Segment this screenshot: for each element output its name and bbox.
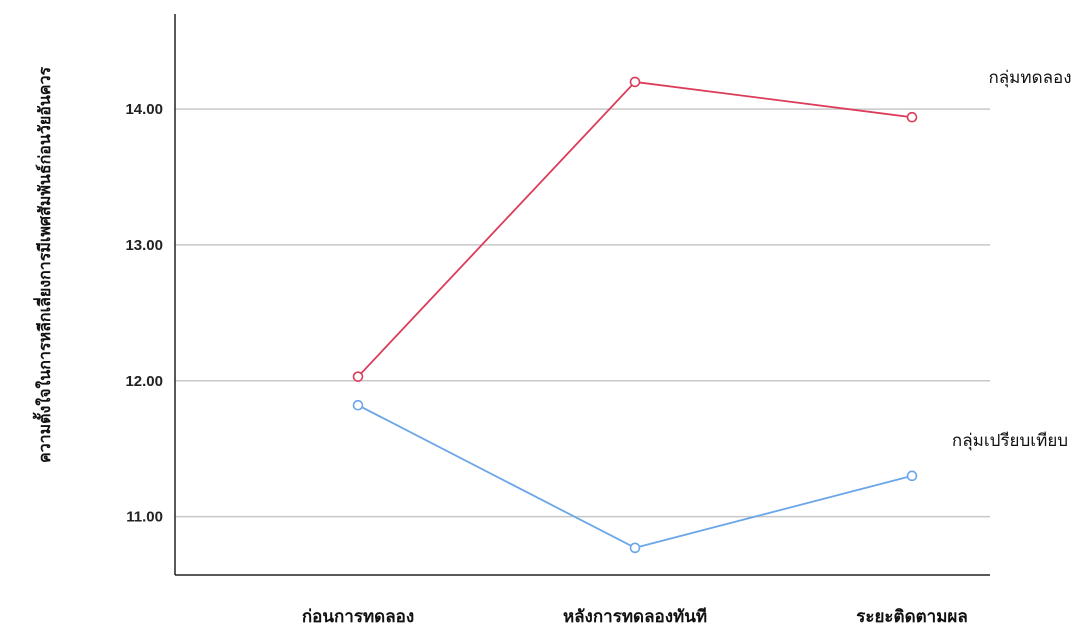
data-point <box>352 399 364 411</box>
x-tick-label: ระยะติดตามผล <box>856 607 968 627</box>
y-tick-label: 13.00 <box>125 237 163 254</box>
data-point <box>352 371 364 382</box>
series-line <box>357 404 913 549</box>
y-axis-label: ความตั้งใจในการหลีกเลี่ยงการมีเพศสัมพันธ… <box>32 67 54 464</box>
series-label: กลุ่มทดลอง <box>988 68 1071 88</box>
data-point <box>629 542 641 554</box>
x-tick-label: ก่อนการทดลอง <box>302 607 414 627</box>
y-tick-label: 14.00 <box>125 101 163 118</box>
gridlines <box>175 108 990 518</box>
data-point <box>906 111 918 123</box>
series-label: กลุ่มเปรียบเทียบ <box>952 431 1068 451</box>
series-group <box>352 76 918 554</box>
x-tick-label: หลังการทดลองทันที <box>563 606 707 627</box>
y-tick-labels: 11.00 12.00 13.00 14.00 <box>125 101 163 526</box>
y-tick-label: 12.00 <box>125 373 163 390</box>
series-line <box>357 80 913 378</box>
data-point <box>906 470 918 482</box>
y-tick-label: 11.00 <box>126 509 163 526</box>
data-point <box>629 76 641 88</box>
x-tick-labels: ก่อนการทดลอง หลังการทดลองทันที ระยะติดตามผ… <box>302 606 968 627</box>
